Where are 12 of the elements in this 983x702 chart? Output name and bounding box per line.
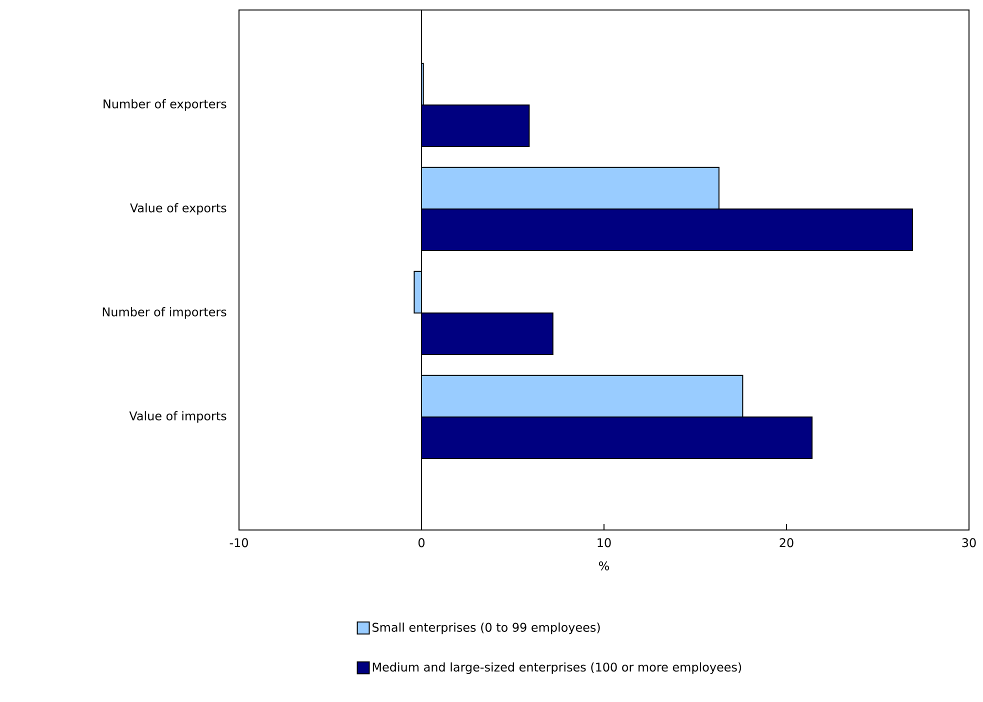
x-tick-label: 30	[962, 538, 976, 548]
x-tick-label: 20	[780, 538, 794, 548]
y-tick-label: Number of exporters	[104, 99, 226, 111]
y-tick-label: Number of importers	[102, 307, 226, 319]
legend-label: Medium and large-sized enterprises (100 or more employees)	[372, 662, 742, 674]
legend-label: Small enterprises (0 to 99 employees)	[372, 622, 600, 634]
x-tick-label: 0	[418, 538, 425, 548]
x-tick-label: -10	[230, 538, 248, 548]
x-axis-title: %	[598, 561, 610, 570]
y-tick-label: Value of imports	[129, 411, 226, 423]
x-tick-label: 10	[598, 538, 611, 548]
y-tick-label: Value of exports	[130, 203, 226, 215]
